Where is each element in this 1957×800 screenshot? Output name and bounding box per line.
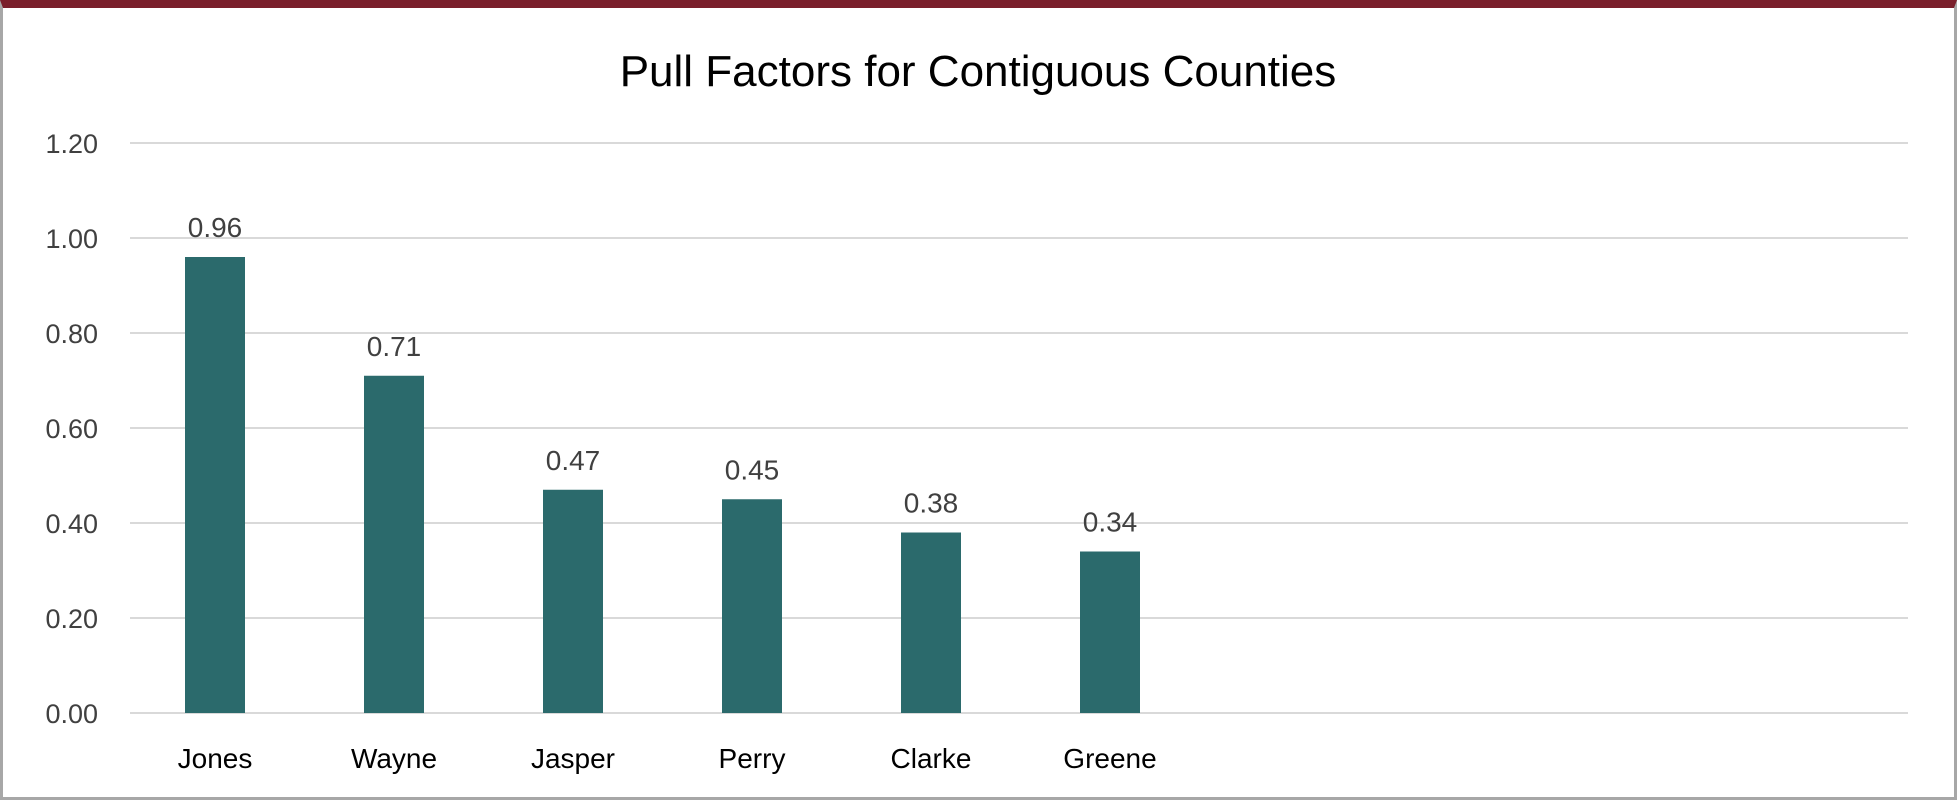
y-tick-label: 0.20 [45, 604, 98, 634]
data-label: 0.34 [1083, 507, 1138, 538]
data-labels: 0.96 0.71 0.47 0.45 0.38 0.34 [188, 212, 1138, 538]
bar-wayne [364, 375, 424, 713]
y-axis-ticks: 0.00 0.20 0.40 0.60 0.80 1.00 1.20 [45, 129, 98, 729]
data-label: 0.38 [904, 488, 959, 519]
y-tick-label: 1.00 [45, 224, 98, 254]
x-category-label: Jasper [531, 743, 615, 774]
x-category-label: Perry [719, 743, 786, 774]
x-category-label: Jones [178, 743, 253, 774]
x-axis-categories: Jones Wayne Jasper Perry Clarke Greene [178, 743, 1157, 774]
bars [185, 257, 1140, 713]
y-tick-label: 0.80 [45, 319, 98, 349]
bar-jasper [543, 489, 603, 713]
bar-perry [722, 499, 782, 713]
y-tick-label: 0.60 [45, 414, 98, 444]
bar-greene [1080, 551, 1140, 713]
gridlines [130, 142, 1908, 714]
chart-title: Pull Factors for Contiguous Counties [620, 47, 1337, 96]
x-category-label: Wayne [351, 743, 437, 774]
data-label: 0.47 [546, 445, 601, 476]
bar-jones [185, 257, 245, 713]
data-label: 0.96 [188, 212, 243, 243]
y-tick-label: 1.20 [45, 129, 98, 159]
x-category-label: Clarke [891, 743, 972, 774]
bar-clarke [901, 532, 961, 713]
data-label: 0.71 [367, 331, 422, 362]
y-tick-label: 0.40 [45, 509, 98, 539]
data-label: 0.45 [725, 454, 780, 485]
y-tick-label: 0.00 [45, 699, 98, 729]
x-category-label: Greene [1063, 743, 1156, 774]
